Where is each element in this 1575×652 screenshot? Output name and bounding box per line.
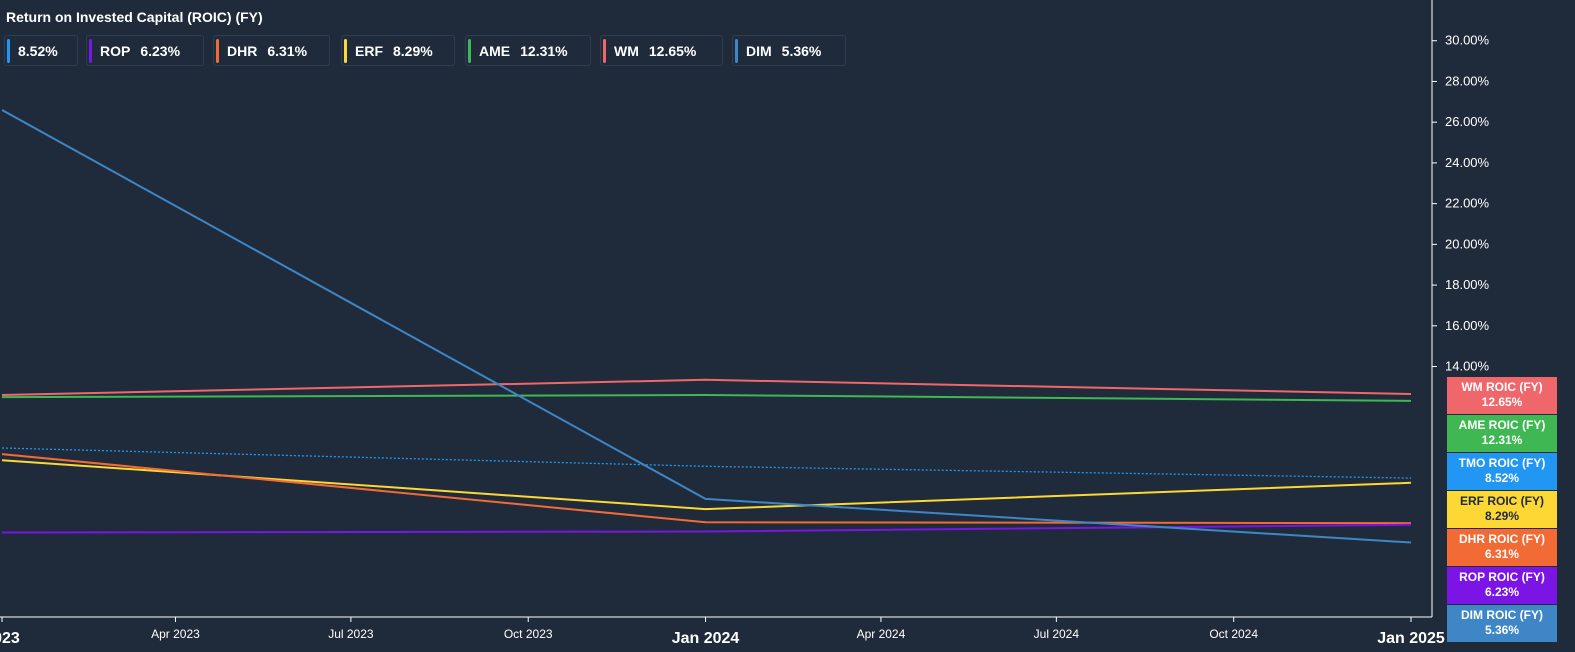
legend-item-erf[interactable]: ERF 8.29% (341, 35, 455, 66)
x-tick-label: Jan 2024 (672, 630, 740, 647)
legend-symbol: AME (479, 42, 511, 59)
end-label-erf: ERF ROIC (FY) 8.29% (1447, 491, 1557, 528)
end-label-title: DIM ROIC (FY) (1461, 608, 1543, 622)
end-label-ame: AME ROIC (FY) 12.31% (1447, 415, 1557, 452)
series-line-wm (1, 378, 1412, 396)
y-tick-label: 24.00% (1445, 155, 1490, 170)
legend-color-swatch (735, 38, 738, 63)
end-label-value: 8.52% (1484, 471, 1520, 485)
legend-value: 12.31% (520, 42, 568, 59)
legend-symbol: DHR (227, 42, 258, 59)
end-label-dim: DIM ROIC (FY) 5.36% (1447, 605, 1557, 642)
legend-item-dhr[interactable]: DHR 6.31% (213, 35, 330, 66)
end-label-title: TMO ROIC (FY) (1458, 456, 1546, 470)
legend-value: 8.29% (393, 42, 433, 59)
y-tick-label: 18.00% (1445, 277, 1490, 292)
y-tick-label: 26.00% (1445, 114, 1490, 129)
end-label-rop: ROP ROIC (FY) 6.23% (1447, 567, 1557, 604)
legend-item-ame[interactable]: AME 12.31% (465, 35, 591, 66)
y-tick-label: 28.00% (1445, 73, 1490, 88)
x-tick-label: Jan 2025 (1377, 630, 1445, 647)
end-label-value: 5.36% (1484, 623, 1520, 637)
end-label-value: 6.31% (1484, 547, 1520, 561)
x-tick-label: Oct 2024 (1209, 627, 1258, 641)
legend-color-swatch (89, 38, 92, 63)
legend-value: 6.31% (267, 42, 308, 59)
legend-item-tmo[interactable]: 8.52% (4, 35, 78, 66)
y-tick-label: 30.00% (1445, 33, 1490, 48)
x-tick-label: Apr 2024 (857, 627, 906, 641)
series-line-dhr (1, 453, 1412, 525)
legend-value: 5.36% (781, 42, 822, 59)
legend-color-swatch (603, 38, 606, 63)
chart-title: Return on Invested Capital (ROIC) (FY) (6, 9, 263, 25)
x-tick-label: Jul 2024 (1034, 627, 1080, 641)
legend-symbol: ROP (100, 42, 131, 59)
legend-value: 12.65% (648, 42, 697, 59)
series-line-dim (1, 109, 1412, 544)
end-label-tmo: TMO ROIC (FY) 8.52% (1447, 453, 1557, 490)
end-label-value: 6.23% (1484, 585, 1520, 599)
x-tick-label: Oct 2023 (504, 627, 553, 641)
end-label-value: 12.65% (1481, 395, 1523, 409)
series-line-ame (1, 394, 1412, 402)
end-label-value: 8.29% (1484, 509, 1520, 523)
end-label-title: DHR ROIC (FY) (1459, 532, 1545, 546)
axis-layer: 2023 Apr 2023 Jul 2023 Oct 2023 Jan 2024 Apr … (0, 0, 1490, 647)
y-tick-label: 20.00% (1445, 236, 1490, 251)
end-label-title: AME ROIC (FY) (1458, 418, 1546, 432)
legend-color-swatch (216, 38, 219, 63)
legend-value: 8.52% (18, 42, 58, 59)
end-label-wm: WM ROIC (FY) 12.65% (1447, 377, 1557, 414)
legend-symbol: DIM (746, 42, 772, 59)
x-tick-label: 2023 (0, 630, 20, 647)
y-tick-label: 22.00% (1445, 196, 1490, 211)
legend-item-wm[interactable]: WM 12.65% (600, 35, 723, 66)
legend-item-rop[interactable]: ROP 6.23% (86, 35, 204, 66)
legend-color-swatch (7, 38, 10, 63)
series-line-erf (1, 459, 1412, 511)
x-tick-label: Apr 2023 (151, 627, 200, 641)
legend-value: 6.23% (140, 42, 181, 59)
series-layer (1, 109, 1412, 544)
end-label-title: ROP ROIC (FY) (1459, 570, 1545, 584)
end-label-title: WM ROIC (FY) (1461, 380, 1543, 394)
y-tick-label: 16.00% (1445, 318, 1490, 333)
y-tick-label: 14.00% (1445, 359, 1490, 374)
legend-symbol: WM (614, 42, 639, 59)
legend-symbol: ERF (355, 42, 383, 59)
end-label-value: 12.31% (1481, 433, 1523, 447)
legend-color-swatch (468, 38, 471, 63)
legend-color-swatch (344, 38, 347, 63)
legend-item-dim[interactable]: DIM 5.36% (732, 35, 846, 66)
x-tick-label: Jul 2023 (328, 627, 374, 641)
end-label-title: ERF ROIC (FY) (1460, 494, 1544, 508)
end-label-dhr: DHR ROIC (FY) 6.31% (1447, 529, 1557, 566)
